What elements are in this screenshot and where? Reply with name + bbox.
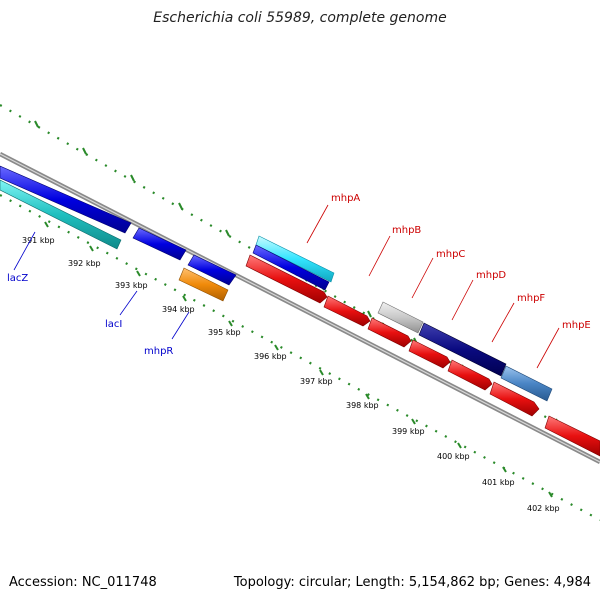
gene-mhpD-red[interactable] xyxy=(408,339,451,369)
leader-lacI xyxy=(119,290,138,316)
tick-label: 391 kbp xyxy=(22,236,55,245)
gene-label-mhpB: mhpB xyxy=(392,225,421,236)
gene-label-mhpA: mhpA xyxy=(331,193,360,204)
gene-label-mhpF: mhpF xyxy=(517,293,545,304)
gene-label-mhpE: mhpE xyxy=(562,320,591,331)
topology-text: Topology: circular; Length: 5,154,862 bp… xyxy=(233,575,591,590)
gene-label-mhpR: mhpR xyxy=(144,346,173,357)
gene-mhpA-blue[interactable] xyxy=(252,244,330,291)
gene-mhpB[interactable] xyxy=(245,254,328,304)
gene-lacY[interactable] xyxy=(0,165,132,234)
backbone-highlight xyxy=(0,153,600,463)
forward-labels: mhpA mhpB mhpC mhpD mhpF mhpE xyxy=(306,193,591,369)
gene-mhpC-red[interactable] xyxy=(367,317,412,348)
leader-lacZ xyxy=(13,231,36,271)
tick-label: 396 kbp xyxy=(254,352,287,361)
reverse-strand-genes xyxy=(0,165,237,302)
map-title: Escherichia coli 55989, complete genome xyxy=(153,10,447,26)
leader-mhpC xyxy=(411,257,434,299)
gene-label-mhpC: mhpC xyxy=(436,249,465,260)
leader-mhpA xyxy=(306,204,329,244)
tick-label: 394 kbp xyxy=(162,305,195,314)
gene-mhpB-2[interactable] xyxy=(323,295,371,327)
gene-mhpA-cyan[interactable] xyxy=(255,235,335,283)
gene-mhpC[interactable] xyxy=(377,301,424,334)
tick-label: 392 kbp xyxy=(68,259,101,268)
tick-label: 393 kbp xyxy=(115,281,148,290)
gene-mhpD[interactable] xyxy=(418,322,507,377)
tick-band-inner xyxy=(0,194,600,521)
leader-mhpE xyxy=(536,327,560,369)
tick-label: 398 kbp xyxy=(346,401,379,410)
tick-label: 400 kbp xyxy=(437,452,470,461)
leader-mhpD xyxy=(451,279,474,321)
tick-label: 402 kbp xyxy=(527,504,560,513)
tick-label: 395 kbp xyxy=(208,328,241,337)
gene-lacI[interactable] xyxy=(132,227,187,261)
tick-label: 397 kbp xyxy=(300,377,333,386)
gene-label-mhpD: mhpD xyxy=(476,270,506,281)
leader-mhpB xyxy=(368,235,391,277)
leader-mhpF xyxy=(491,302,515,343)
gene-mhpF[interactable] xyxy=(500,365,553,402)
tick-band-inner-major xyxy=(44,221,553,498)
gene-mhpE[interactable] xyxy=(544,415,600,457)
gene-mhpE-red[interactable] xyxy=(489,381,540,417)
forward-strand-genes xyxy=(245,235,600,457)
gene-label-lacI: lacI xyxy=(105,319,122,330)
tick-labels: 391 kbp 392 kbp 393 kbp 394 kbp 395 kbp … xyxy=(22,236,560,513)
gene-lacZ[interactable] xyxy=(0,179,122,250)
gene-mhpR[interactable] xyxy=(178,267,229,302)
reverse-labels: lacZ lacI mhpR xyxy=(7,231,190,357)
tick-label: 399 kbp xyxy=(392,427,425,436)
leader-mhpR xyxy=(171,311,190,340)
gene-mhpF-red[interactable] xyxy=(447,359,493,391)
tick-label: 401 kbp xyxy=(482,478,515,487)
accession-text: Accession: NC_011748 xyxy=(9,575,157,590)
gene-lacA[interactable] xyxy=(187,254,237,286)
gene-label-lacZ: lacZ xyxy=(7,273,28,284)
